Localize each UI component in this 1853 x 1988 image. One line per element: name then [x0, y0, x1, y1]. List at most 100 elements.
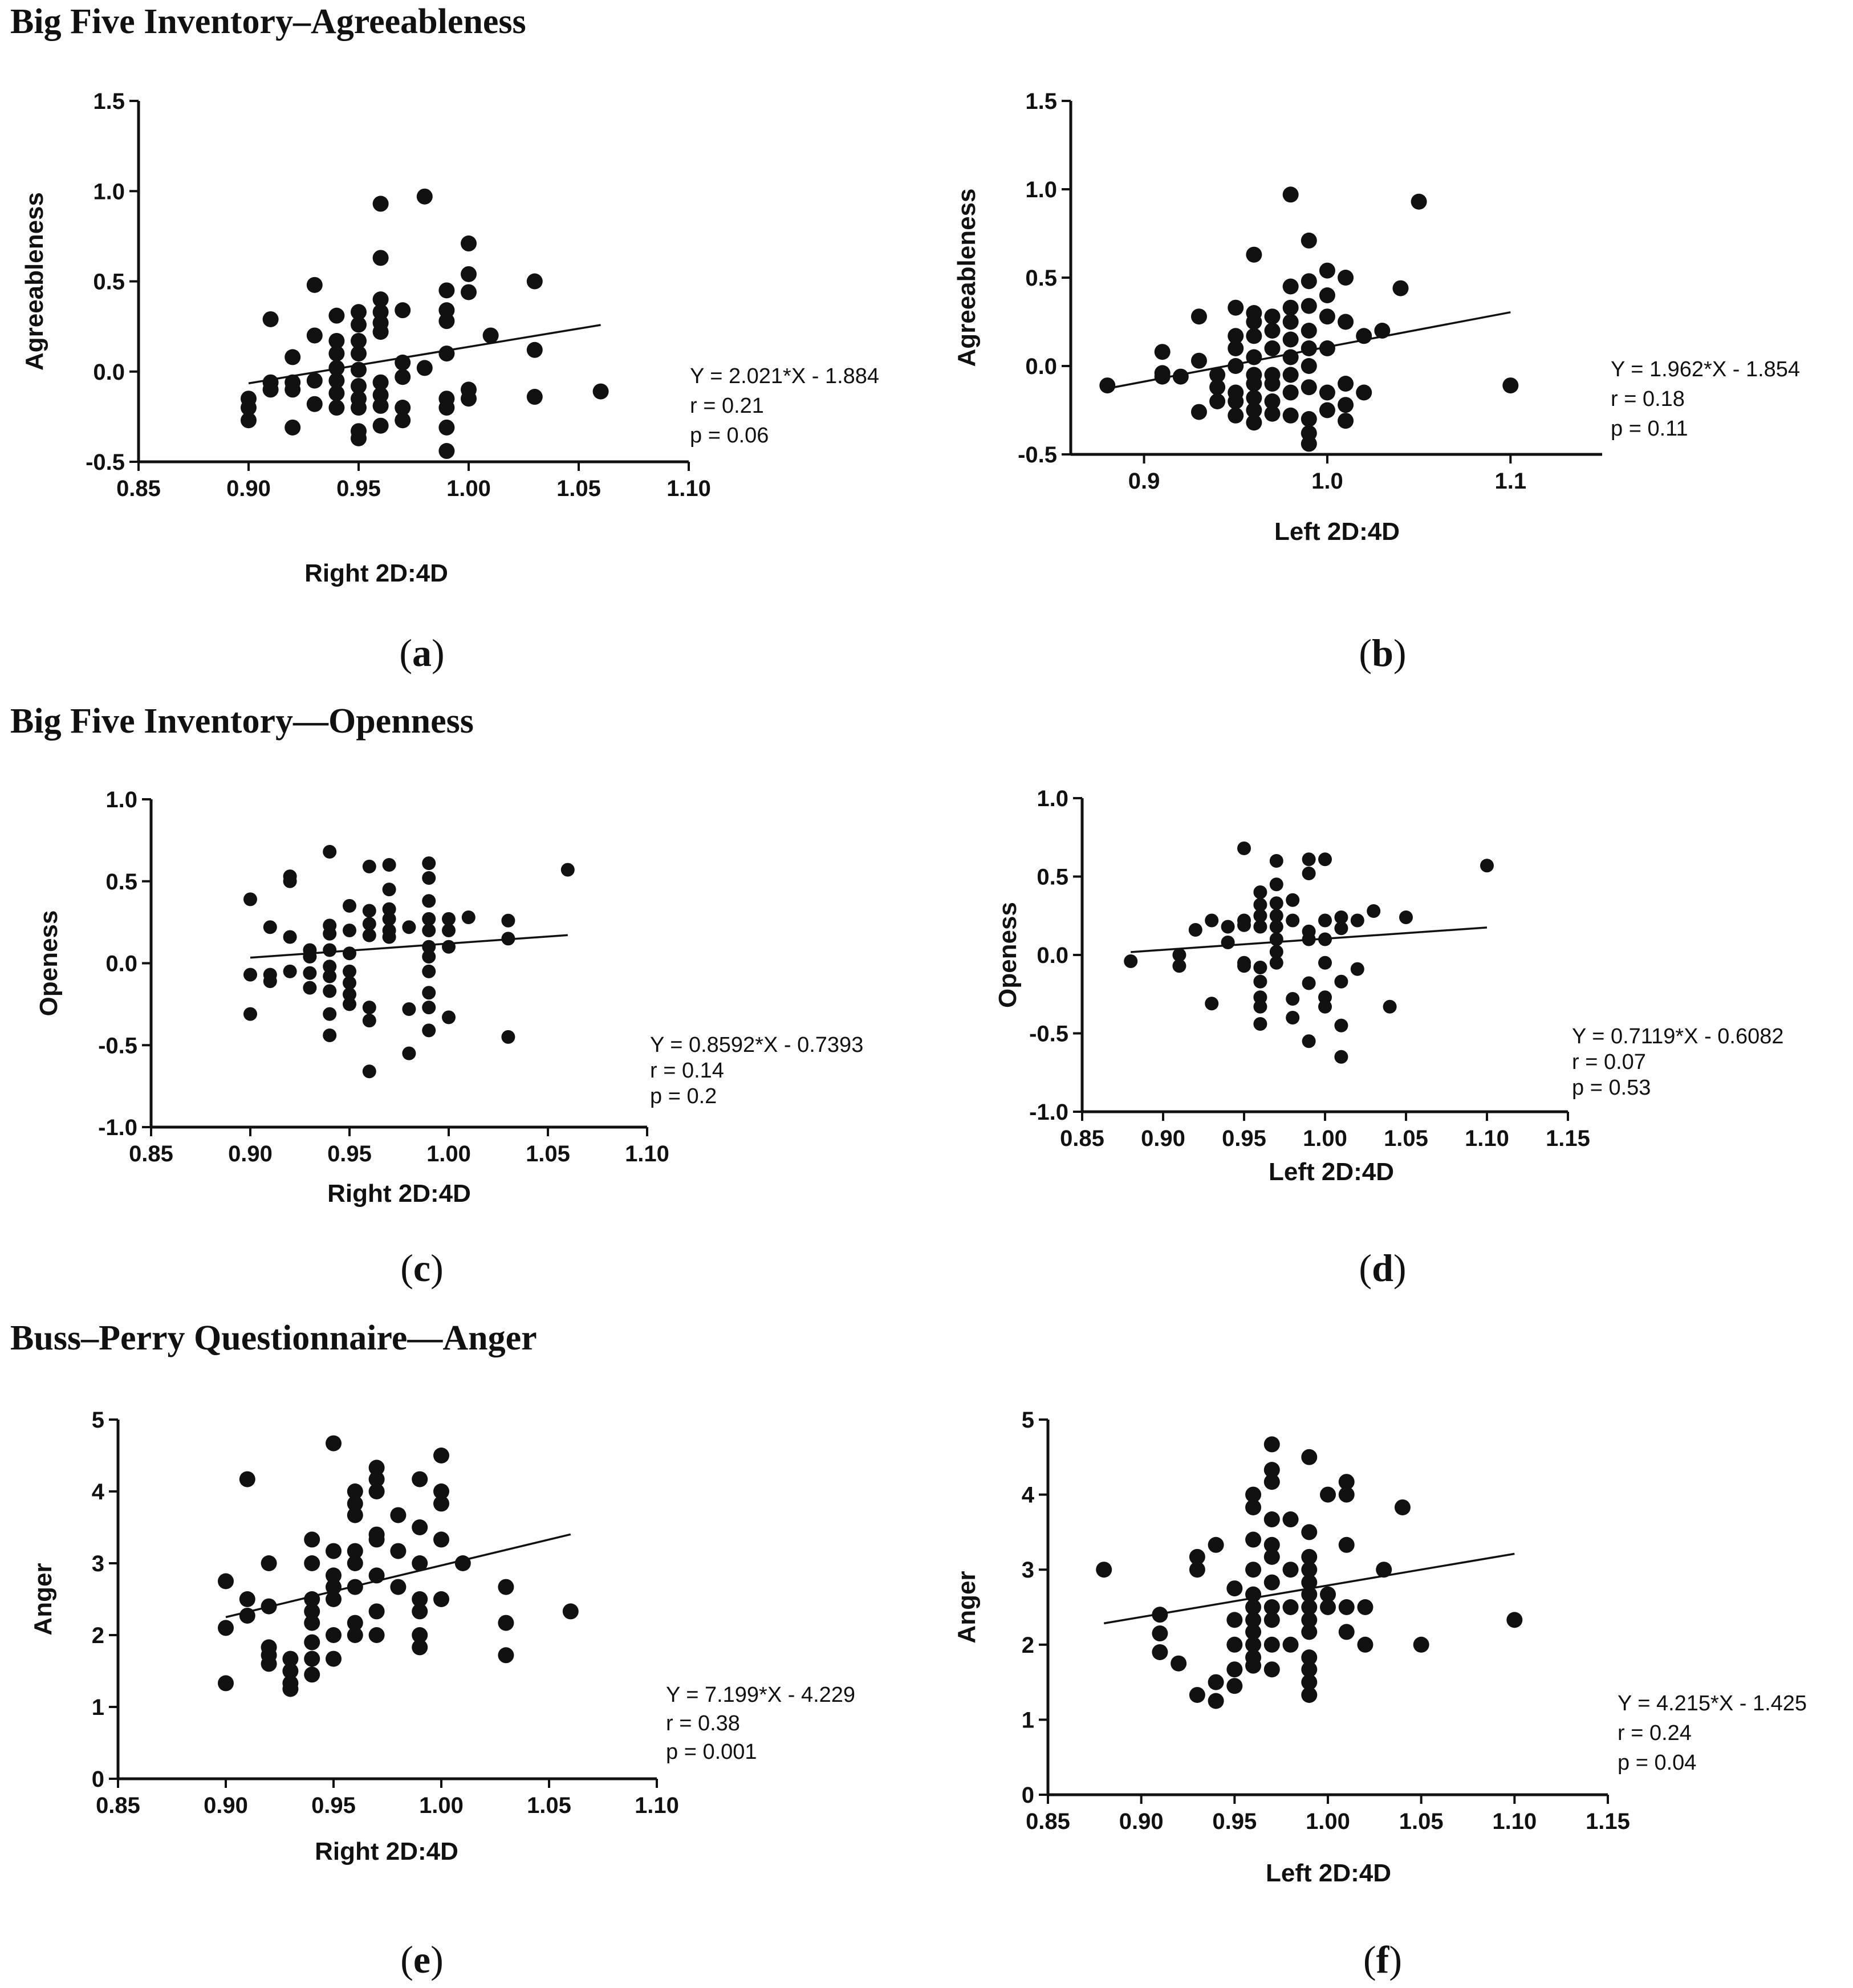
- data-point: [304, 1666, 320, 1683]
- data-point: [362, 1014, 376, 1028]
- data-point: [1301, 298, 1317, 314]
- data-point: [461, 235, 477, 252]
- data-point: [1245, 1486, 1262, 1503]
- data-point: [1264, 308, 1281, 325]
- regression-line: [250, 934, 568, 959]
- data-point: [1253, 920, 1267, 934]
- data-point: [323, 960, 337, 974]
- data-point: [1253, 898, 1267, 912]
- y-tick-label: 0.0: [93, 360, 125, 385]
- data-point: [304, 1634, 320, 1650]
- scatter-plot-d: -1.0 -0.5 0.0 0.5 1.0 0.85 0.90 0.95 1.00 1.05 1.1…: [994, 786, 1784, 1290]
- data-point: [351, 332, 367, 349]
- data-point: [498, 1647, 514, 1664]
- data-point: [285, 419, 301, 436]
- data-point: [422, 940, 436, 954]
- data-point: [1190, 404, 1207, 420]
- data-point: [1263, 1474, 1280, 1490]
- x-tick-label: 0.90: [204, 1793, 248, 1818]
- data-point: [372, 250, 389, 266]
- data-point: [1318, 990, 1332, 1005]
- data-point: [1154, 368, 1171, 385]
- data-point: [382, 902, 396, 916]
- data-point: [1269, 854, 1283, 868]
- data-point: [442, 1010, 456, 1025]
- data-point: [1320, 1586, 1336, 1603]
- data-point: [306, 277, 323, 293]
- section-title-anger: Buss–Perry Questionnaire—Anger: [10, 1319, 537, 1357]
- section-title-agreeableness: Big Five Inventory–Agreeableness: [10, 2, 526, 41]
- data-point: [461, 284, 477, 300]
- data-point: [328, 400, 345, 416]
- data-point: [1301, 436, 1317, 452]
- data-point: [1302, 867, 1316, 880]
- data-point: [1237, 841, 1251, 855]
- y-tick-label: 1.0: [1025, 177, 1057, 202]
- data-point: [1338, 314, 1354, 330]
- x-tick-label: 1.1: [1495, 469, 1527, 494]
- data-point: [1319, 384, 1335, 401]
- data-point: [482, 327, 499, 344]
- regression-line: [1131, 926, 1488, 953]
- data-point: [1319, 287, 1335, 303]
- regression-stat: r = 0.38: [666, 1711, 740, 1735]
- data-point: [442, 924, 456, 937]
- y-tick-label: 2: [1022, 1633, 1034, 1658]
- data-point: [382, 883, 396, 897]
- data-point: [442, 940, 456, 954]
- regression-stat: p = 0.2: [650, 1084, 717, 1108]
- data-point: [351, 304, 367, 320]
- data-point: [1228, 407, 1244, 424]
- data-point: [1209, 367, 1226, 383]
- data-point: [1245, 1531, 1262, 1548]
- data-point: [326, 1435, 342, 1452]
- data-point: [372, 196, 389, 212]
- data-point: [395, 400, 411, 416]
- data-point: [243, 892, 257, 906]
- x-tick-label: 0.95: [1222, 1126, 1266, 1151]
- x-tick-label: 0.9: [1128, 469, 1160, 494]
- data-point: [1253, 909, 1267, 923]
- data-point: [1338, 376, 1354, 392]
- y-tick-label: -0.5: [1029, 1022, 1068, 1047]
- data-point: [282, 1650, 299, 1667]
- data-point: [283, 964, 297, 978]
- data-point: [1189, 1562, 1205, 1578]
- data-point: [1263, 1436, 1280, 1453]
- data-point: [372, 291, 389, 308]
- data-point: [1269, 945, 1283, 959]
- data-point: [1245, 1624, 1262, 1640]
- data-point: [1301, 1661, 1318, 1678]
- y-tick-label: 5: [92, 1408, 104, 1433]
- x-tick-label: 1.05: [556, 476, 601, 501]
- data-point: [263, 920, 277, 934]
- regression-stat: Y = 0.7119*X - 0.6082: [1572, 1025, 1784, 1048]
- data-point: [1228, 358, 1244, 374]
- data-point: [343, 924, 356, 937]
- data-point: [382, 930, 396, 944]
- data-point: [1263, 1548, 1280, 1565]
- data-point: [1264, 393, 1281, 409]
- data-point: [343, 987, 356, 1002]
- data-point: [1172, 368, 1189, 385]
- data-point: [1188, 923, 1202, 937]
- data-point: [416, 188, 433, 205]
- regression-stat: r = 0.07: [1572, 1050, 1646, 1074]
- data-point: [1269, 877, 1283, 892]
- x-tick-label: 0.95: [336, 476, 381, 501]
- data-point: [1334, 974, 1348, 989]
- x-tick-label: 1.00: [419, 1793, 464, 1818]
- data-point: [1318, 913, 1332, 928]
- data-point: [372, 374, 389, 391]
- data-point: [326, 1627, 342, 1643]
- data-point: [1301, 1548, 1318, 1565]
- data-point: [1301, 1449, 1318, 1465]
- data-point: [1318, 999, 1332, 1014]
- x-tick-label: 1.10: [635, 1793, 679, 1818]
- data-point: [323, 943, 337, 957]
- data-point: [1209, 379, 1226, 396]
- data-point: [1221, 936, 1235, 949]
- data-point: [241, 412, 257, 429]
- data-point: [1301, 1586, 1318, 1603]
- data-point: [1253, 999, 1267, 1014]
